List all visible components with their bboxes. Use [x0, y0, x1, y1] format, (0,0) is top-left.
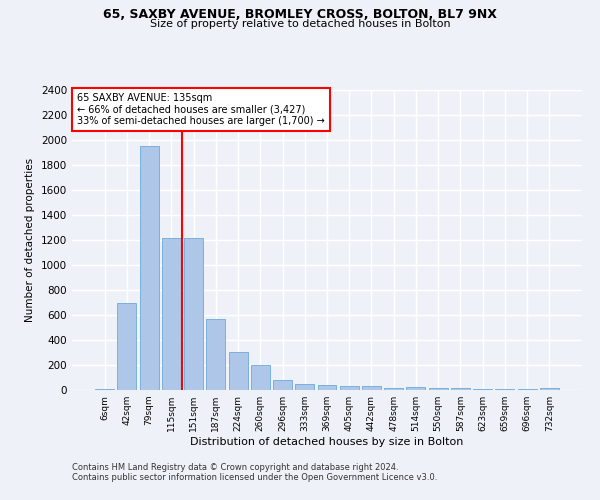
Text: Contains public sector information licensed under the Open Government Licence v3: Contains public sector information licen…	[72, 472, 437, 482]
Bar	[429, 388, 448, 390]
Text: 65, SAXBY AVENUE, BROMLEY CROSS, BOLTON, BL7 9NX: 65, SAXBY AVENUE, BROMLEY CROSS, BOLTON,…	[103, 8, 497, 20]
Bar	[251, 365, 270, 390]
Bar	[95, 389, 114, 390]
Bar	[273, 380, 292, 390]
Bar	[340, 386, 359, 390]
Bar	[362, 386, 381, 390]
Bar	[384, 388, 403, 390]
Bar	[406, 387, 425, 390]
Y-axis label: Number of detached properties: Number of detached properties	[25, 158, 35, 322]
Bar	[140, 146, 158, 390]
Bar	[451, 388, 470, 390]
Bar	[162, 238, 181, 390]
Bar	[206, 319, 225, 390]
Bar	[317, 385, 337, 390]
Text: Contains HM Land Registry data © Crown copyright and database right 2024.: Contains HM Land Registry data © Crown c…	[72, 462, 398, 471]
Text: 65 SAXBY AVENUE: 135sqm
← 66% of detached houses are smaller (3,427)
33% of semi: 65 SAXBY AVENUE: 135sqm ← 66% of detache…	[77, 93, 325, 126]
Text: Size of property relative to detached houses in Bolton: Size of property relative to detached ho…	[149, 19, 451, 29]
Bar	[184, 238, 203, 390]
Bar	[229, 352, 248, 390]
Bar	[540, 388, 559, 390]
Bar	[118, 302, 136, 390]
X-axis label: Distribution of detached houses by size in Bolton: Distribution of detached houses by size …	[190, 437, 464, 447]
Bar	[295, 384, 314, 390]
